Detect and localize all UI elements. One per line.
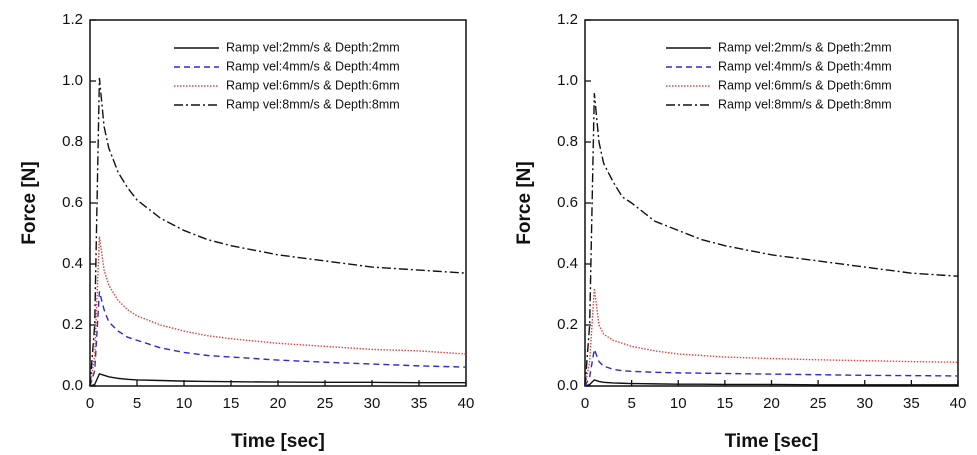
- y-tick-label: 0.2: [557, 316, 578, 333]
- y-tick-label: 0.4: [557, 255, 578, 272]
- x-tick-label: 30: [364, 395, 381, 412]
- x-tick-label: 35: [903, 395, 920, 412]
- plot-frame: [89, 19, 467, 387]
- series-line: [89, 77, 467, 387]
- x-tick-label: 40: [458, 395, 475, 412]
- x-tick-label: 5: [133, 395, 141, 412]
- y-axis-title: Force [N]: [19, 161, 40, 244]
- x-tick-label: 0: [86, 395, 94, 412]
- x-tick-label: 15: [717, 395, 734, 412]
- y-tick-label: 0.8: [557, 133, 578, 150]
- y-tick-label: 0.4: [62, 255, 83, 272]
- y-tick-label: 0.8: [62, 133, 83, 150]
- y-tick-label: 1.2: [62, 11, 83, 28]
- x-tick-label: 10: [670, 395, 687, 412]
- plot-frame: [584, 19, 959, 387]
- legend-label: Ramp vel:8mm/s & Dpeth:8mm: [718, 97, 892, 111]
- series-line: [89, 372, 466, 387]
- y-tick-label: 0.6: [557, 194, 578, 211]
- legend-label: Ramp vel:2mm/s & Dpeth:2mm: [718, 40, 892, 54]
- x-tick-label: 0: [581, 395, 589, 412]
- series-line: [89, 291, 467, 387]
- x-tick-label: 10: [176, 395, 193, 412]
- y-tick-label: 0.2: [62, 316, 83, 333]
- y-tick-label: 1.0: [62, 72, 83, 89]
- series-line: [89, 236, 467, 387]
- x-tick-label: 15: [223, 395, 240, 412]
- y-tick-label: 1.0: [557, 72, 578, 89]
- chart: 0.0 0.2 0.4 0.6 0.8 1.0 1.2 0 5 10 15 20 25 30 35 40 Tim…: [19, 11, 474, 452]
- legend-label: Ramp vel:8mm/s & Depth:8mm: [226, 97, 400, 111]
- legend-label: Ramp vel:6mm/s & Depth:6mm: [226, 78, 400, 92]
- y-tick-label: 1.2: [557, 11, 578, 28]
- chart: 0.0 0.2 0.4 0.6 0.8 1.0 1.2 0 5 10 15 20 25 30 35 40 Tim…: [514, 11, 966, 452]
- series-line: [584, 379, 958, 387]
- x-axis-title: Time [sec]: [231, 431, 325, 452]
- legend-label: Ramp vel:6mm/s & Dpeth:6mm: [718, 78, 892, 92]
- x-tick-label: 30: [856, 395, 873, 412]
- y-tick-label: 0.0: [62, 377, 83, 394]
- x-tick-label: 20: [270, 395, 287, 412]
- legend-label: Ramp vel:2mm/s & Depth:2mm: [226, 40, 400, 54]
- x-tick-label: 40: [950, 395, 967, 412]
- legend-label: Ramp vel:4mm/s & Depth:4mm: [226, 59, 400, 73]
- x-tick-label: 5: [627, 395, 635, 412]
- y-axis-title: Force [N]: [514, 161, 535, 244]
- series-line: [584, 288, 959, 387]
- y-tick-label: 0.0: [557, 377, 578, 394]
- legend-label: Ramp vel:4mm/s & Dpeth:4mm: [718, 59, 892, 73]
- x-tick-label: 25: [810, 395, 827, 412]
- x-tick-label: 20: [763, 395, 780, 412]
- x-tick-label: 35: [411, 395, 428, 412]
- series-line: [584, 93, 959, 387]
- x-axis-title: Time [sec]: [725, 431, 819, 452]
- y-tick-label: 0.6: [62, 194, 83, 211]
- x-tick-label: 25: [317, 395, 334, 412]
